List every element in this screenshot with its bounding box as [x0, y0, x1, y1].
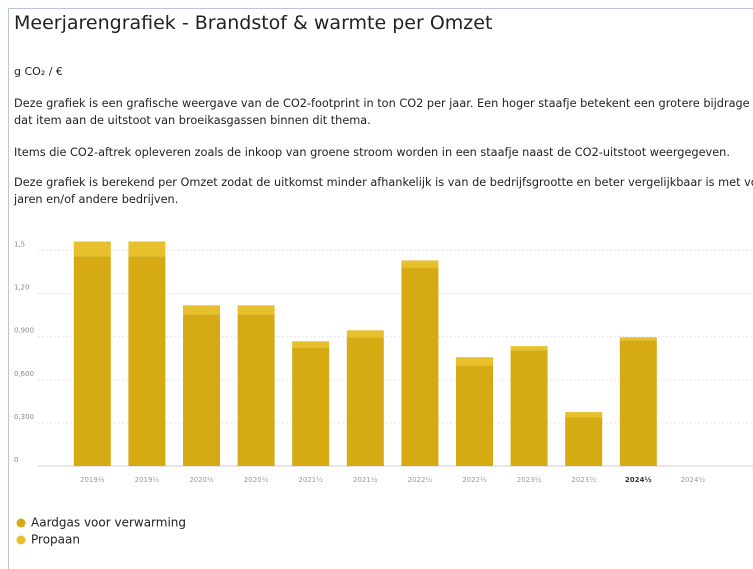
bar-segment [346, 330, 384, 338]
legend-label: Aardgas voor verwarming [31, 516, 186, 530]
bar-segment [619, 337, 657, 341]
legend-marker [16, 518, 26, 528]
legend-marker [16, 535, 26, 545]
bar-segment [565, 417, 603, 466]
x-tick-label: 2023½ [517, 476, 542, 484]
x-tick-label: 2022½ [408, 476, 433, 484]
x-tick-label: 2021½ [353, 476, 378, 484]
frame [8, 8, 753, 569]
y-tick-label: 0 [14, 456, 18, 464]
bar-segment [510, 350, 548, 466]
bar-segment [456, 365, 493, 466]
bar-segment [73, 256, 111, 466]
bar-segment [183, 305, 220, 315]
y-tick-label: 0,600 [14, 370, 34, 378]
unit: g CO₂ / € [14, 65, 63, 78]
page: Meerjarengrafiek - Brandstof & warmte pe… [8, 8, 753, 569]
bar-segment [237, 314, 275, 466]
chart: 0 0,300 0,600 0,900 1,20 1,5 2019½ 2019½ 2020½ 20… [14, 240, 753, 547]
x-tick-label: 2019½ [135, 476, 160, 484]
bar-segment [401, 260, 439, 268]
bar-segment [292, 341, 330, 348]
bar-segment [292, 347, 330, 466]
bar-segment [510, 346, 548, 351]
y-tick-label: 1,5 [14, 240, 25, 248]
bar-segment [346, 337, 384, 466]
bar-segment [237, 305, 275, 315]
bar-segment [619, 340, 657, 466]
bar-segment [183, 314, 220, 466]
paragraph: Items die CO2-aftrek opleveren zoals de … [14, 146, 730, 159]
x-tick-label: 2024½ [625, 476, 652, 484]
y-tick-label: 0,900 [14, 327, 34, 335]
paragraph: Deze grafiek is een grafische weergave v… [14, 97, 753, 127]
x-tick-label: 2023½ [571, 476, 596, 484]
bar-segment [73, 241, 111, 257]
x-tick-label: 2021½ [298, 476, 323, 484]
x-tick-label: 2019½ [80, 476, 105, 484]
y-tick-label: 1,20 [14, 284, 30, 292]
bar-segment [401, 267, 439, 466]
paragraph: Deze grafiek is berekend per Omzet zodat… [14, 176, 753, 206]
x-tick-label: 2024½ [681, 476, 706, 484]
title: Meerjarengrafiek - Brandstof & warmte pe… [14, 12, 493, 34]
bar-segment [456, 357, 493, 366]
x-tick-label: 2020½ [244, 476, 269, 484]
bar-segment [565, 412, 603, 418]
legend-label: Propaan [31, 533, 80, 547]
bar-segment [128, 241, 166, 257]
x-tick-label: 2022½ [462, 476, 487, 484]
y-tick-label: 0,300 [14, 413, 34, 421]
bar-segment [128, 256, 166, 466]
x-tick-label: 2020½ [189, 476, 214, 484]
